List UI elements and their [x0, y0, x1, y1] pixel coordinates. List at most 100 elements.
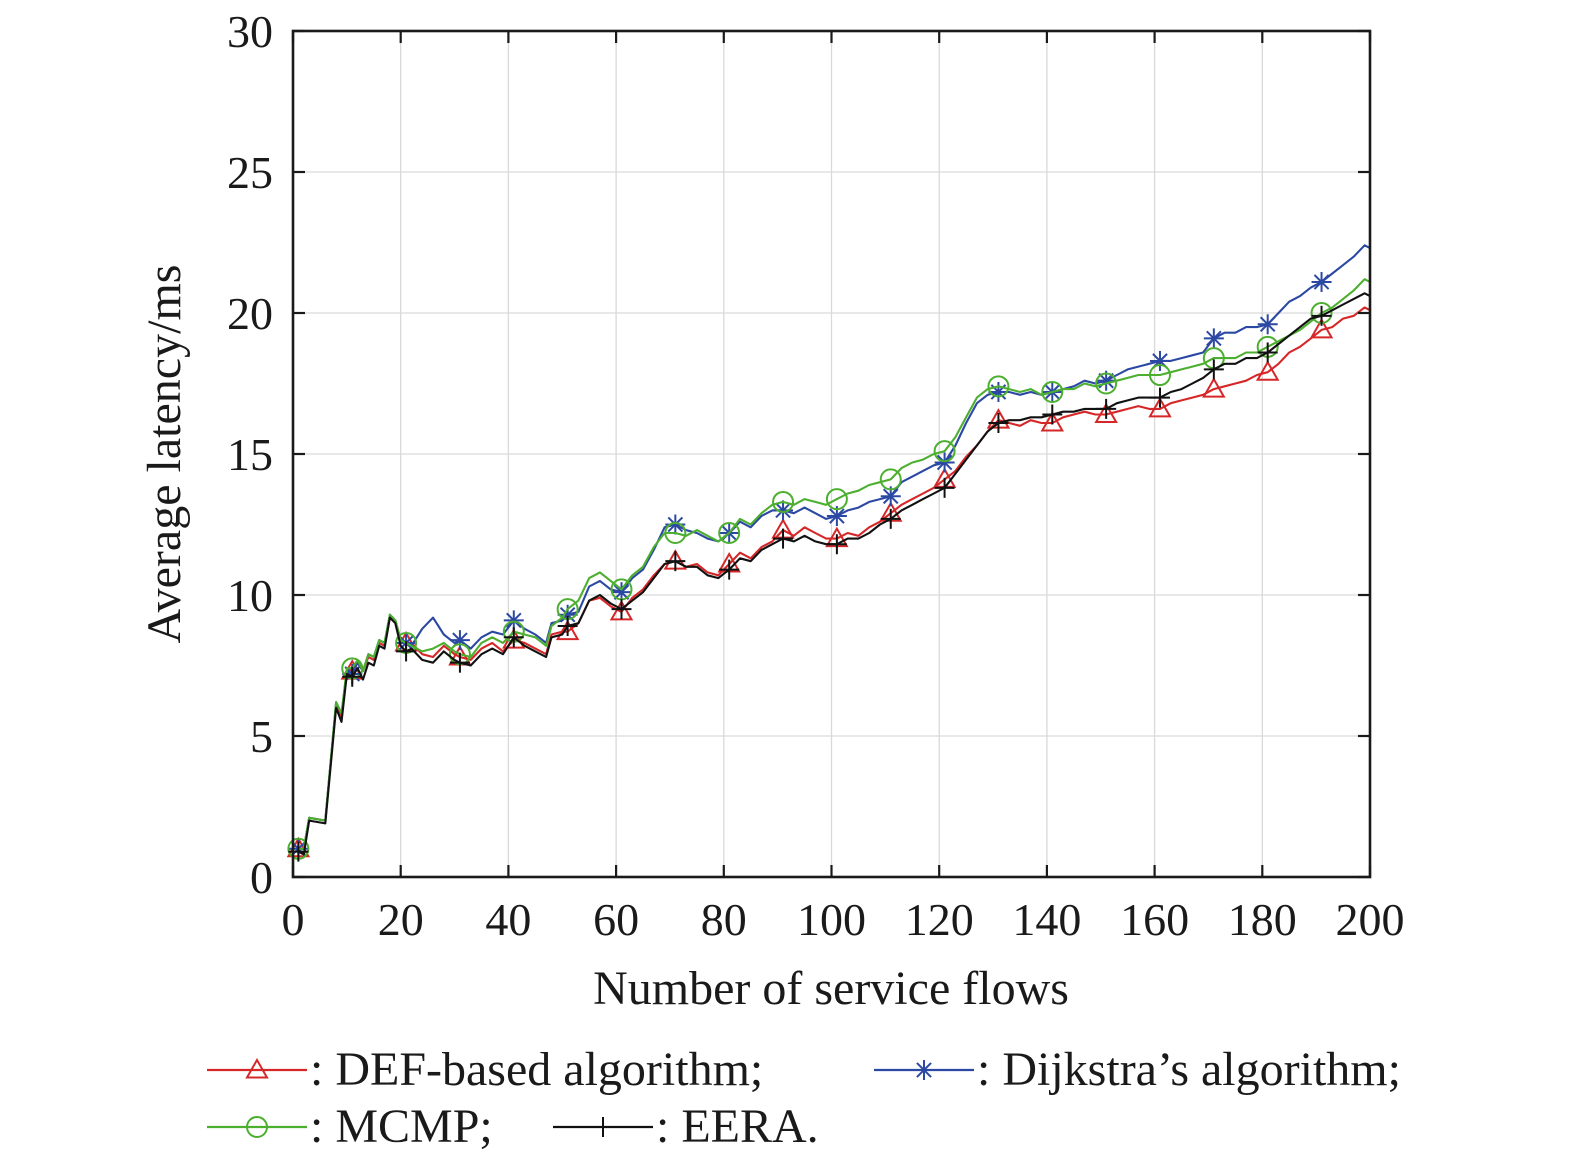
- y-tick-label: 10: [227, 570, 273, 621]
- plus-series-point: [1203, 359, 1224, 380]
- asterisk-marker-stroke: [1313, 274, 1330, 290]
- plus-series-point: [557, 616, 578, 637]
- plus-series-point: [1257, 342, 1278, 363]
- plus-series-point: [826, 534, 847, 555]
- x-tick-label: 120: [905, 894, 974, 945]
- legend-marker: [245, 1057, 269, 1079]
- asterisk-marker-stroke: [1206, 330, 1222, 347]
- asterisk-marker-stroke: [559, 606, 576, 623]
- asterisk-series: [288, 244, 1371, 859]
- plus-series-point: [503, 627, 524, 648]
- y-tick-label: 30: [227, 6, 273, 57]
- x-tick-label: 0: [282, 894, 305, 945]
- plus-series-point: [342, 666, 363, 687]
- plus-series-point: [1311, 305, 1332, 326]
- triangle-series: [286, 306, 1371, 858]
- asterisk-marker-stroke: [613, 584, 630, 600]
- legend: : DEF-based algorithm; : Dijkstra’s algor…: [207, 1043, 1401, 1153]
- legend-marker: [593, 1117, 613, 1137]
- circle-series-line: [298, 278, 1371, 850]
- legend-marker: [246, 1116, 268, 1138]
- plus-series-point: [934, 477, 955, 498]
- asterisk-series-point: [503, 610, 524, 631]
- legend-item-plus: : EERA.: [553, 1100, 819, 1153]
- x-tick-label: 20: [378, 894, 424, 945]
- asterisk-marker-stroke: [936, 454, 953, 471]
- circle-series-point: [987, 375, 1010, 398]
- triangle-series-point: [1094, 402, 1118, 424]
- plus-series-point: [1096, 398, 1117, 419]
- asterisk-series-point: [988, 381, 1009, 402]
- x-tick-label: 160: [1120, 894, 1189, 945]
- y-axis-title: Average latency/ms: [138, 265, 191, 644]
- plus-series-point: [1042, 404, 1063, 425]
- asterisk-marker-stroke: [667, 516, 684, 533]
- plus-series-point: [719, 559, 740, 580]
- triangle-series-point: [1148, 396, 1172, 418]
- plus-series-point: [880, 508, 901, 529]
- triangle-series-point: [1255, 360, 1280, 381]
- asterisk-series-point: [1311, 271, 1332, 292]
- legend-item-asterisk: : Dijkstra’s algorithm;: [874, 1043, 1401, 1096]
- legend-label: : EERA.: [656, 1100, 819, 1153]
- triangle-series-point: [609, 599, 634, 621]
- plus-series-point: [611, 599, 632, 620]
- x-tick-label: 80: [701, 894, 747, 945]
- y-tick-label: 25: [227, 147, 273, 198]
- asterisk-series-point: [1203, 328, 1224, 349]
- x-tick-label: 40: [485, 894, 531, 945]
- triangle-series-point: [1040, 410, 1065, 432]
- x-tick-label: 100: [797, 894, 866, 945]
- x-tick-label: 200: [1336, 894, 1405, 945]
- circle-series-point: [879, 468, 902, 491]
- triangle-series-point: [1202, 377, 1226, 398]
- asterisk-series-point: [934, 452, 955, 473]
- plus-series-point: [988, 412, 1009, 433]
- triangle-series-point: [502, 628, 526, 649]
- y-tick-label: 5: [250, 711, 273, 762]
- series-layer: [286, 244, 1371, 862]
- y-tick-label: 20: [227, 288, 273, 339]
- asterisk-marker-stroke: [506, 612, 522, 629]
- asterisk-series-point: [557, 604, 578, 625]
- legend-item-circle: : MCMP;: [207, 1100, 493, 1153]
- circle-series-point: [718, 521, 741, 544]
- axis-ticks: 0 20 40 60 80 100 120 140 160 180 200 0 5 10 15 20 25 30: [227, 6, 1405, 945]
- plus-series: [288, 292, 1371, 862]
- plus-series-point: [396, 641, 417, 662]
- circle-series-point: [772, 490, 795, 513]
- plus-series-point: [773, 528, 794, 549]
- circle-series-point: [1095, 372, 1118, 395]
- circle-series-point: [664, 521, 687, 544]
- circle-series-point: [1041, 380, 1064, 403]
- circle-series-point: [1148, 364, 1171, 387]
- circle-series-point: [933, 440, 956, 463]
- asterisk-marker-stroke: [882, 488, 899, 505]
- plus-series-point: [665, 551, 686, 572]
- plus-series-line: [297, 292, 1371, 856]
- legend-label: : MCMP;: [310, 1100, 493, 1153]
- y-tick-label: 15: [227, 429, 273, 480]
- legend-label: : Dijkstra’s algorithm;: [977, 1043, 1401, 1096]
- x-tick-label: 60: [593, 894, 639, 945]
- asterisk-marker-stroke: [1259, 316, 1276, 333]
- grid-lines: [292, 30, 1371, 878]
- legend-marker: [914, 1060, 934, 1080]
- asterisk-series-point: [1257, 314, 1278, 335]
- circle-series: [287, 278, 1371, 860]
- legend-item-triangle: : DEF-based algorithm;: [207, 1043, 763, 1096]
- triangle-series-point: [555, 619, 580, 641]
- asterisk-marker-stroke: [916, 1062, 932, 1078]
- asterisk-marker-stroke: [829, 508, 845, 524]
- x-tick-label: 140: [1012, 894, 1081, 945]
- asterisk-marker-stroke: [775, 502, 791, 519]
- y-tick-label: 0: [250, 852, 273, 903]
- circle-series-point: [825, 488, 848, 511]
- x-tick-label: 180: [1228, 894, 1297, 945]
- triangle-series-point: [1309, 317, 1334, 339]
- x-axis-title: Number of service flows: [593, 962, 1069, 1015]
- plus-series-point: [449, 652, 470, 673]
- legend-label: : DEF-based algorithm;: [310, 1043, 763, 1096]
- plus-series-point: [1149, 387, 1170, 408]
